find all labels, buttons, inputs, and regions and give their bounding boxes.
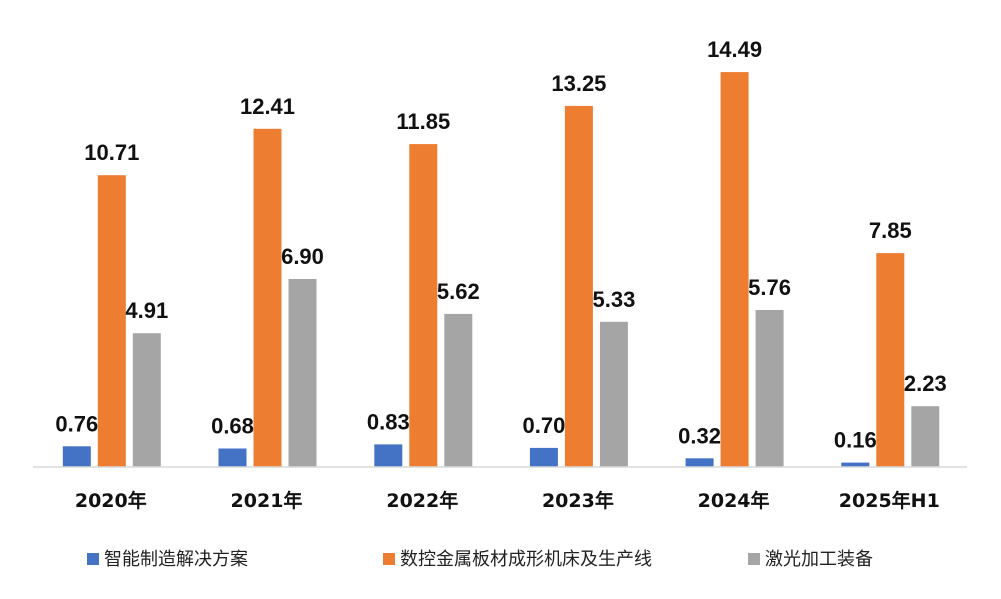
data-label-3-4: 5.33 <box>592 287 635 312</box>
data-label-2-6: 7.85 <box>869 218 912 243</box>
bar-1-3 <box>374 444 403 467</box>
legend-swatch-2 <box>383 553 395 565</box>
bar-2-1 <box>97 175 126 467</box>
bar-3-2 <box>288 279 317 467</box>
bar-3-4 <box>599 321 628 467</box>
bar-1-5 <box>685 458 714 467</box>
legend-swatch-1 <box>87 553 99 565</box>
bar-2-3 <box>409 144 438 467</box>
data-label-1-3: 0.83 <box>367 409 410 434</box>
legend-label-1: 智能制造解决方案 <box>104 549 248 570</box>
data-label-2-3: 11.85 <box>396 109 450 134</box>
bar-3-5 <box>755 310 784 467</box>
bar-3-3 <box>444 313 473 467</box>
data-label-1-4: 0.70 <box>522 413 565 438</box>
bar-1-4 <box>529 447 558 467</box>
data-label-1-2: 0.68 <box>211 414 254 439</box>
data-labels-layer: 0.76 10.71 4.91 0.68 12.41 6.90 0.83 11.85 5.62 0… <box>55 37 946 453</box>
bar-1-2 <box>218 448 247 467</box>
x-tick-label-3: 2022年 <box>386 489 458 512</box>
data-label-3-5: 5.76 <box>748 275 791 300</box>
bar-3-6 <box>911 406 940 467</box>
legend-label-3: 激光加工装备 <box>765 549 873 570</box>
data-label-3-1: 4.91 <box>125 298 168 323</box>
data-label-2-5: 14.49 <box>707 37 762 62</box>
x-tick-labels: 2020年 2021年 2022年 2023年 2024年 2025年H1 <box>75 489 940 512</box>
legend: 智能制造解决方案 数控金属板材成形机床及生产线 激光加工装备 <box>87 549 873 570</box>
x-tick-label-4: 2023年 <box>542 489 614 512</box>
bars-layer <box>62 72 940 468</box>
bar-2-2 <box>253 128 282 468</box>
data-label-2-1: 10.71 <box>84 140 139 165</box>
data-label-1-5: 0.32 <box>678 423 721 448</box>
data-label-3-2: 6.90 <box>281 244 324 269</box>
x-tick-label-5: 2024年 <box>698 489 770 512</box>
bar-2-5 <box>720 72 749 467</box>
x-tick-label-1: 2020年 <box>75 489 147 512</box>
data-label-1-1: 0.76 <box>55 411 98 436</box>
legend-swatch-3 <box>748 553 760 565</box>
bar-3-1 <box>132 333 161 467</box>
data-label-3-3: 5.62 <box>437 279 480 304</box>
bar-1-1 <box>62 446 91 467</box>
data-label-3-6: 2.23 <box>904 371 947 396</box>
data-label-2-4: 13.25 <box>551 71 606 96</box>
bar-2-6 <box>876 253 905 467</box>
x-tick-label-2: 2021年 <box>231 489 303 512</box>
bar-1-6 <box>841 462 870 467</box>
data-label-1-6: 0.16 <box>834 428 877 453</box>
legend-label-2: 数控金属板材成形机床及生产线 <box>400 549 652 570</box>
data-label-2-2: 12.41 <box>240 94 295 119</box>
x-tick-label-6: 2025年H1 <box>839 489 940 512</box>
bar-2-4 <box>564 105 593 468</box>
